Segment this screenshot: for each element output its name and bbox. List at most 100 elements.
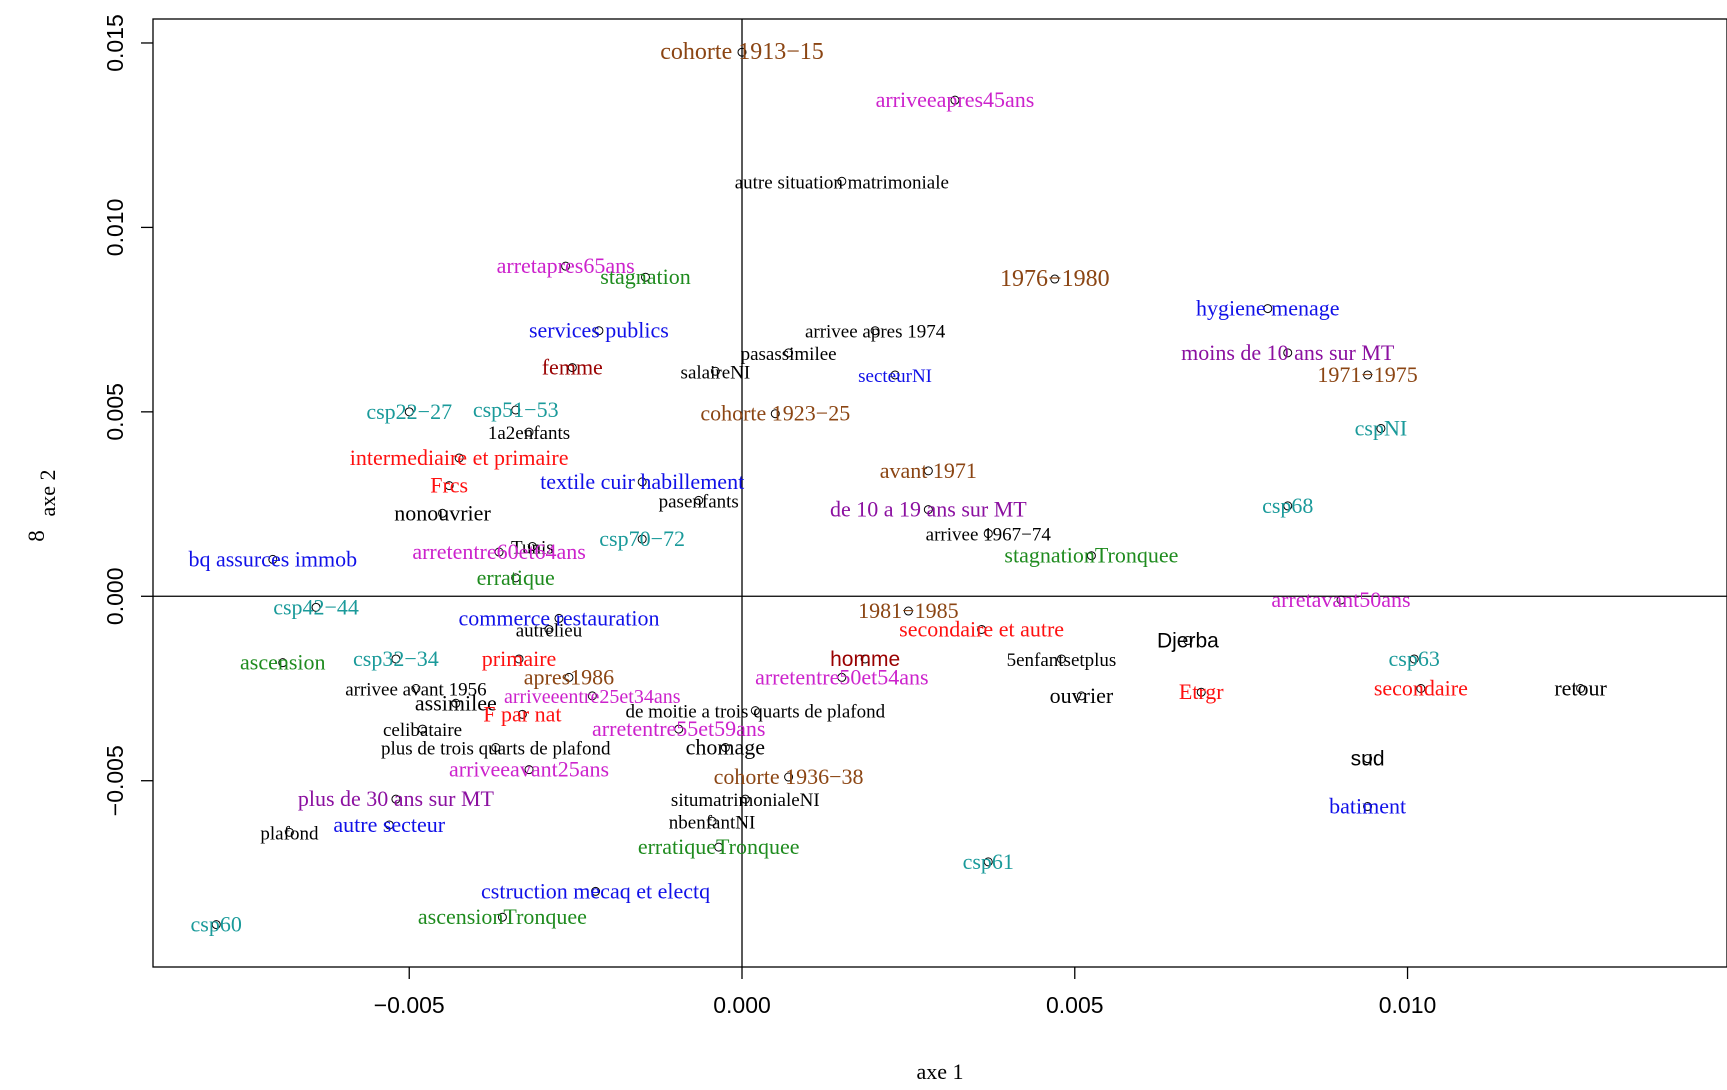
data-point xyxy=(1086,551,1096,561)
point-label: ouvrier xyxy=(1050,683,1114,708)
point-label: situmatrimonialeNI xyxy=(671,790,820,811)
point-label: csp51−53 xyxy=(473,397,559,422)
data-point xyxy=(977,624,987,634)
data-point xyxy=(511,573,521,583)
data-point xyxy=(637,477,647,487)
point-label: de 10 a 19 ans sur MT xyxy=(830,497,1027,522)
point-label: de moitie a trois quarts de plafond xyxy=(626,702,886,723)
data-point xyxy=(1336,595,1346,605)
data-point xyxy=(740,794,750,804)
point-label: secondaire et autre xyxy=(899,616,1064,641)
point-label: cspNI xyxy=(1355,415,1408,440)
point-label: F par nat xyxy=(483,701,561,726)
data-point xyxy=(438,508,448,518)
point-label: 5enfantsetplus xyxy=(1007,650,1117,671)
point-label: csp42−44 xyxy=(273,594,359,619)
y-axis-title-group: axe 2 xyxy=(35,469,60,516)
data-point xyxy=(720,743,730,753)
point-label: cstruction mecaq et electq xyxy=(481,878,710,903)
point-label: Tunis xyxy=(511,537,554,558)
point-label: autre secteur xyxy=(333,812,445,837)
data-point xyxy=(284,827,294,837)
point-label: arriveeavant25ans xyxy=(449,757,609,782)
data-point xyxy=(511,405,521,415)
data-point xyxy=(1416,684,1426,694)
data-point xyxy=(587,691,597,701)
data-point xyxy=(923,466,933,476)
point-label: Djerba xyxy=(1157,630,1219,653)
point-label: cohorte 1923−25 xyxy=(700,401,850,426)
y-tick-label: 0.000 xyxy=(102,568,128,626)
data-point xyxy=(1183,636,1193,646)
data-point xyxy=(411,684,421,694)
data-point xyxy=(707,816,717,826)
data-point xyxy=(890,370,900,380)
point-label: retour xyxy=(1554,676,1607,701)
data-point xyxy=(1363,370,1373,380)
x-tick-label: 0.005 xyxy=(1046,992,1104,1018)
point-label: services publics xyxy=(529,318,669,343)
point-label: ascension xyxy=(240,650,326,675)
data-point xyxy=(1196,687,1206,697)
point-label: arretapres65ans xyxy=(497,253,635,278)
data-point xyxy=(1409,654,1419,664)
data-point xyxy=(737,47,747,57)
point-label: assimilee xyxy=(415,690,497,715)
data-point xyxy=(1283,348,1293,358)
data-point xyxy=(923,505,933,515)
point-label: autrelieu xyxy=(516,620,583,641)
data-point xyxy=(591,886,601,896)
data-point xyxy=(497,912,507,922)
point-label: cohorte 1913−15 xyxy=(660,39,824,65)
data-point xyxy=(860,654,870,664)
point-label: nbenfantNI xyxy=(669,812,756,833)
point-label: autre situation matrimoniale xyxy=(735,172,949,193)
point-label: arretavant50ans xyxy=(1271,587,1410,612)
point-label: avant 1971 xyxy=(880,458,977,483)
point-label: csp70−72 xyxy=(599,526,685,551)
point-label: homme xyxy=(830,648,900,671)
data-point xyxy=(567,363,577,373)
data-point xyxy=(594,326,604,336)
data-point xyxy=(418,724,428,734)
point-label: secondaire xyxy=(1374,676,1468,701)
data-point xyxy=(983,529,993,539)
x-axis-title: axe 1 xyxy=(916,1059,963,1084)
data-point xyxy=(950,95,960,105)
data-point xyxy=(494,547,504,557)
point-label: apres1986 xyxy=(524,664,614,689)
data-point xyxy=(1056,654,1066,664)
data-point xyxy=(983,857,993,867)
data-point xyxy=(903,606,913,616)
y-tick-label: 0.015 xyxy=(102,14,128,72)
data-point xyxy=(544,624,554,634)
point-label: commerce restauration xyxy=(458,605,659,630)
data-point xyxy=(268,554,278,564)
point-label: csp63 xyxy=(1389,646,1440,671)
data-point xyxy=(1376,423,1386,433)
point-label: arrivee apres 1974 xyxy=(805,322,946,343)
x-tick-label: 0.010 xyxy=(1379,992,1437,1018)
point-label: arriveeapres45ans xyxy=(876,87,1035,112)
point-label: arretentre60et64ans xyxy=(412,539,585,564)
data-point xyxy=(278,658,288,668)
point-label: csp22−27 xyxy=(366,399,452,424)
point-label: nonouvrier xyxy=(394,500,491,525)
data-point xyxy=(391,654,401,664)
point-label: erratique xyxy=(477,565,555,590)
data-point xyxy=(554,613,564,623)
point-label: Etrgr xyxy=(1179,679,1224,704)
plot-frame xyxy=(152,18,1727,968)
point-label: pasenfants xyxy=(659,491,739,512)
point-label: arrivee 1967−74 xyxy=(926,525,1052,546)
data-point xyxy=(837,672,847,682)
data-point xyxy=(1283,501,1293,511)
point-label: plus de trois quarts de plafond xyxy=(381,739,611,760)
data-point xyxy=(714,842,724,852)
point-label: 1a2enfants xyxy=(488,423,570,444)
point-label: hygiene menage xyxy=(1196,296,1340,321)
data-point xyxy=(444,481,454,491)
data-point xyxy=(454,453,464,463)
point-label: ascensionTronquee xyxy=(418,904,587,929)
data-point xyxy=(384,820,394,830)
